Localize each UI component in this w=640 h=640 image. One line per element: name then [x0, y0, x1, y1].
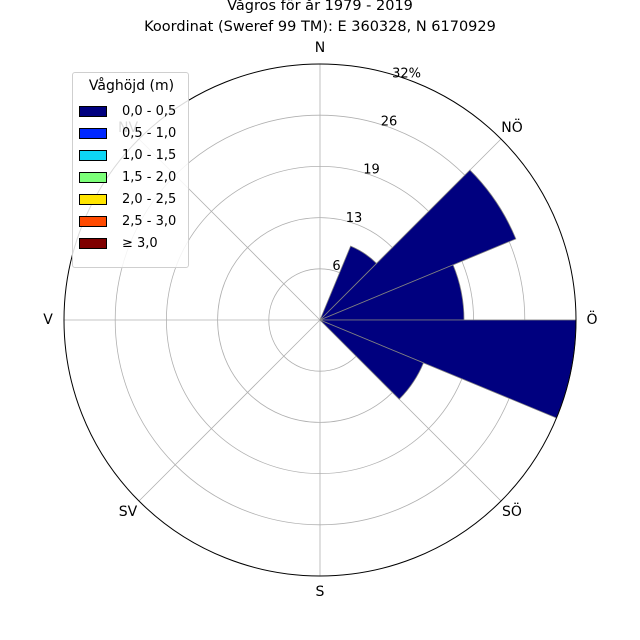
legend-label: 2,0 - 2,5	[122, 192, 177, 207]
legend-item: 2,0 - 2,5	[79, 191, 187, 209]
compass-label-n: N	[315, 40, 325, 56]
radial-tick-label: 13	[346, 211, 363, 226]
legend-item: 2,5 - 3,0	[79, 213, 187, 231]
legend-swatch	[79, 216, 107, 227]
compass-label-w: V	[43, 312, 53, 328]
wave-bars	[319, 169, 577, 419]
chart-title: Vågros för år 1979 - 2019	[227, 0, 413, 14]
legend-swatch	[79, 150, 107, 161]
polar-outer-circle	[63, 63, 577, 577]
legend-item: 0,0 - 0,5	[79, 103, 187, 121]
compass-label-se: SÖ	[502, 502, 522, 520]
wave-bar	[319, 319, 577, 419]
radial-tick-label: 32%	[392, 66, 421, 81]
compass-label-e: Ö	[586, 310, 597, 328]
legend-label: 2,5 - 3,0	[122, 214, 177, 229]
legend-swatch	[79, 172, 107, 183]
legend-swatch	[79, 128, 107, 139]
wave-bar	[319, 169, 517, 321]
legend-item: 1,0 - 1,5	[79, 147, 187, 165]
grid-spoke	[138, 319, 321, 502]
legend-item: 1,5 - 2,0	[79, 169, 187, 187]
compass-label-ne: NÖ	[501, 118, 523, 136]
radial-tick-label: 19	[363, 163, 380, 178]
legend-label: 0,0 - 0,5	[122, 104, 177, 119]
legend-label: 1,5 - 2,0	[122, 170, 177, 185]
legend-swatch	[79, 106, 107, 117]
legend-item: 0,5 - 1,0	[79, 125, 187, 143]
compass-label-sw: SV	[119, 504, 138, 520]
legend-label: 1,0 - 1,5	[122, 148, 177, 163]
radial-tick-label: 26	[381, 115, 398, 130]
wave-bar	[319, 319, 424, 400]
radial-tick-labels: 6 13 19 26 32%	[332, 66, 421, 273]
chart-subtitle: Koordinat (Sweref 99 TM): E 360328, N 61…	[144, 19, 496, 35]
legend-label: ≥ 3,0	[122, 236, 158, 251]
legend-swatch	[79, 238, 107, 249]
legend-item: ≥ 3,0	[79, 235, 187, 253]
legend: Våghöjd (m) 0,0 - 0,5 0,5 - 1,0 1,0 - 1,…	[72, 72, 189, 268]
legend-label: 0,5 - 1,0	[122, 126, 177, 141]
radial-tick-label: 6	[332, 259, 340, 274]
legend-swatch	[79, 194, 107, 205]
compass-label-s: S	[316, 584, 325, 600]
legend-title: Våghöjd (m)	[88, 78, 175, 94]
